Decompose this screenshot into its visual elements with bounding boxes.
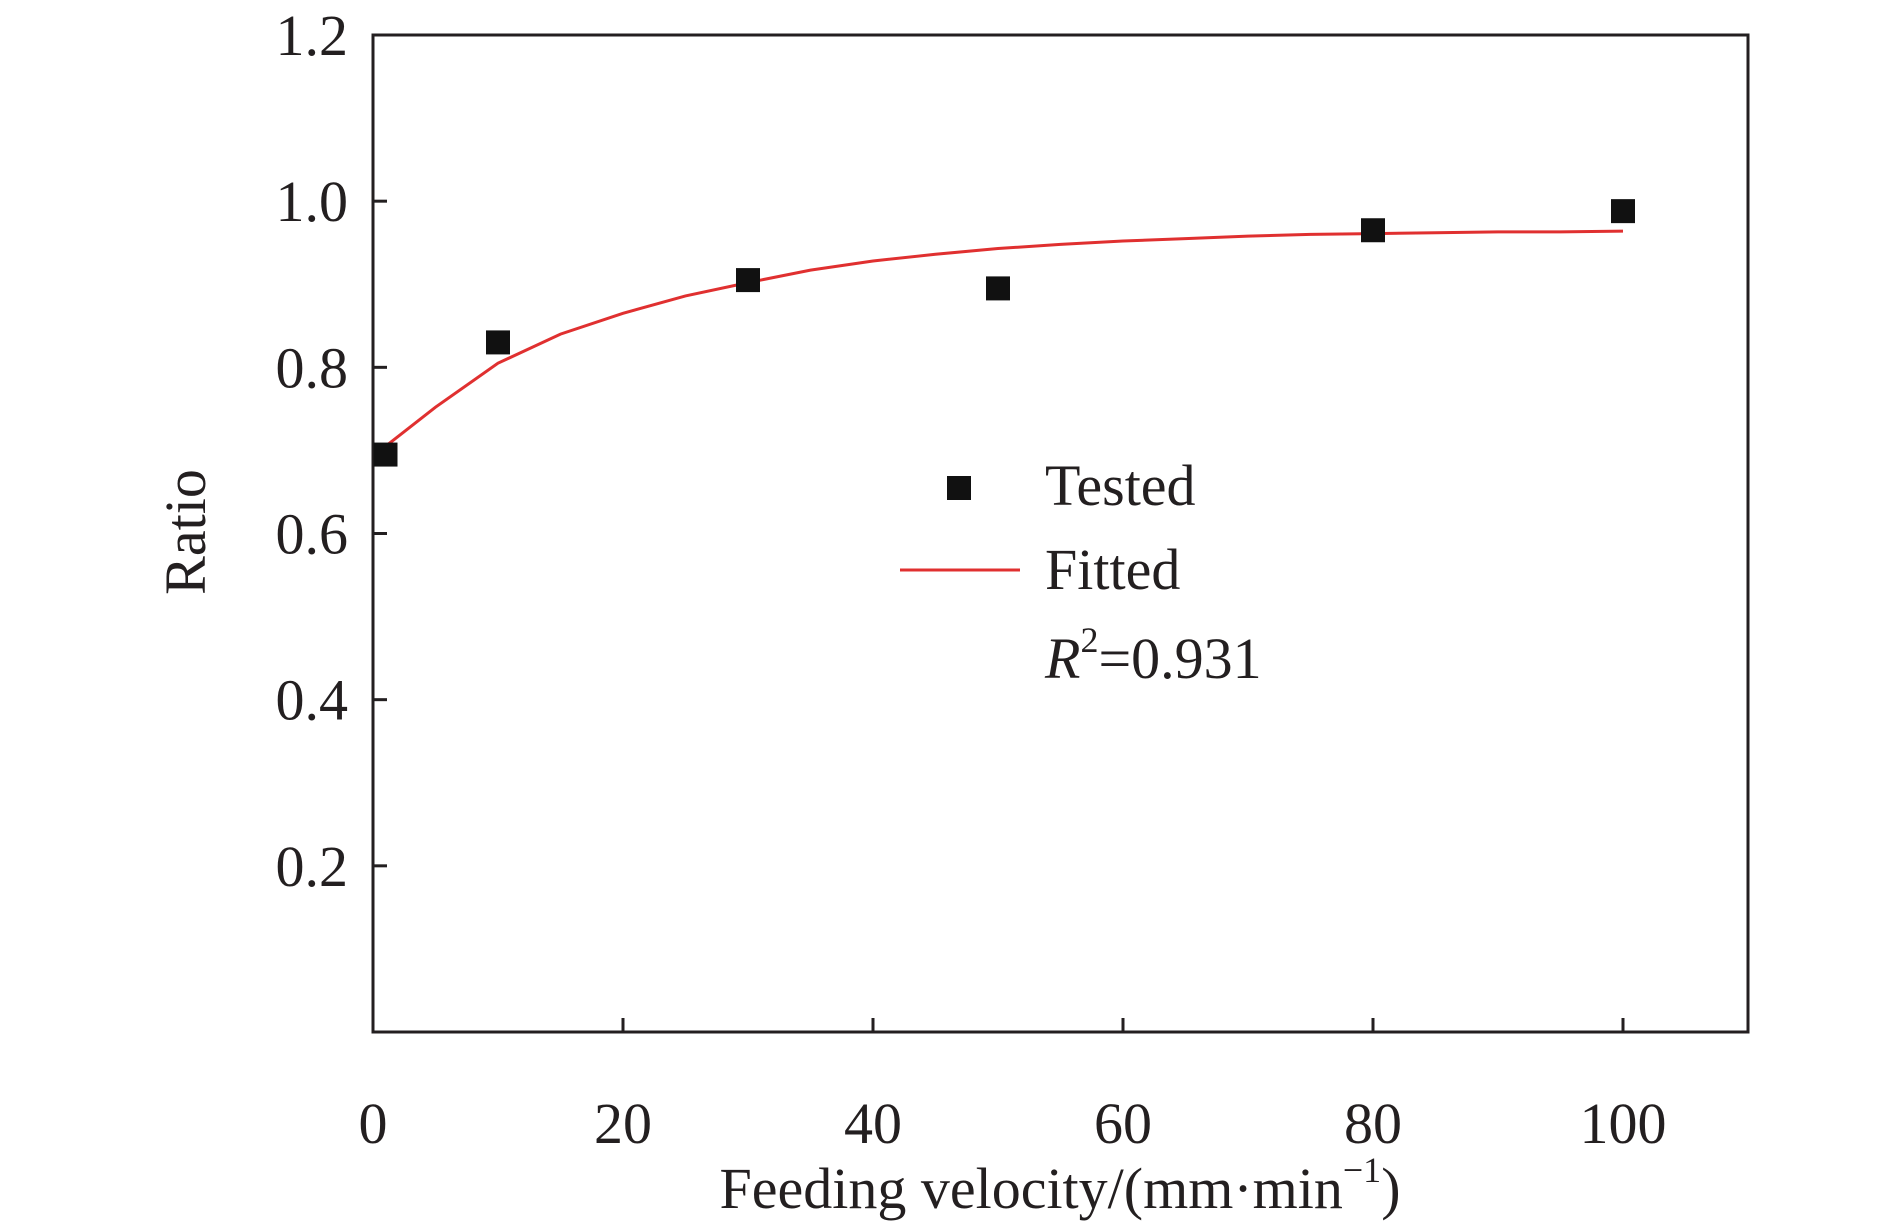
x-axis-title-tail: ) <box>1381 1156 1400 1221</box>
y-axis-ticks: 0.2 0.4 0.6 0.8 1.0 1.2 <box>276 3 387 899</box>
tested-point <box>1361 218 1385 243</box>
r-squared-symbol: R <box>1044 626 1080 691</box>
plot-border <box>371 33 1750 1034</box>
tested-point <box>986 276 1010 301</box>
y-axis-title: Ratio <box>153 469 218 595</box>
legend-label-fitted: Fitted <box>1045 537 1180 602</box>
r-squared-sup: 2 <box>1080 620 1098 660</box>
x-axis-title-main: Feeding velocity/(mm·min <box>719 1156 1342 1221</box>
tested-point <box>1611 199 1635 224</box>
x-tick-label: 40 <box>844 1091 902 1156</box>
x-tick-label: 80 <box>1344 1091 1402 1156</box>
fitted-curve <box>384 229 1624 448</box>
y-tick-label: 0.8 <box>276 335 349 400</box>
y-tick-label: 0.6 <box>276 502 349 567</box>
r-squared-annotation: R2=0.931 <box>1044 620 1262 691</box>
x-tick-label: 0 <box>359 1091 388 1156</box>
legend-label-tested: Tested <box>1045 453 1196 518</box>
x-tick-label: 20 <box>594 1091 652 1156</box>
y-tick-label: 0.2 <box>276 834 349 899</box>
x-axis-ticks: 0 20 40 60 80 100 <box>359 1018 1667 1156</box>
series-layer <box>373 199 1635 467</box>
legend: Tested Fitted R2=0.931 <box>900 453 1262 691</box>
x-axis-title-sup: −1 <box>1343 1150 1381 1190</box>
x-tick-label: 60 <box>1094 1091 1152 1156</box>
legend-marker-tested <box>947 476 971 500</box>
y-tick-label: 1.0 <box>276 169 349 234</box>
x-tick-label: 100 <box>1580 1091 1667 1156</box>
y-tick-label: 1.2 <box>276 3 349 68</box>
r-squared-value: =0.931 <box>1098 626 1261 691</box>
x-axis-title: Feeding velocity/(mm·min−1) <box>719 1150 1400 1221</box>
plot-frame <box>371 33 1750 1034</box>
tested-point <box>486 330 510 355</box>
y-tick-label: 0.4 <box>276 668 349 733</box>
tested-point <box>373 442 398 467</box>
tested-point <box>736 268 760 293</box>
